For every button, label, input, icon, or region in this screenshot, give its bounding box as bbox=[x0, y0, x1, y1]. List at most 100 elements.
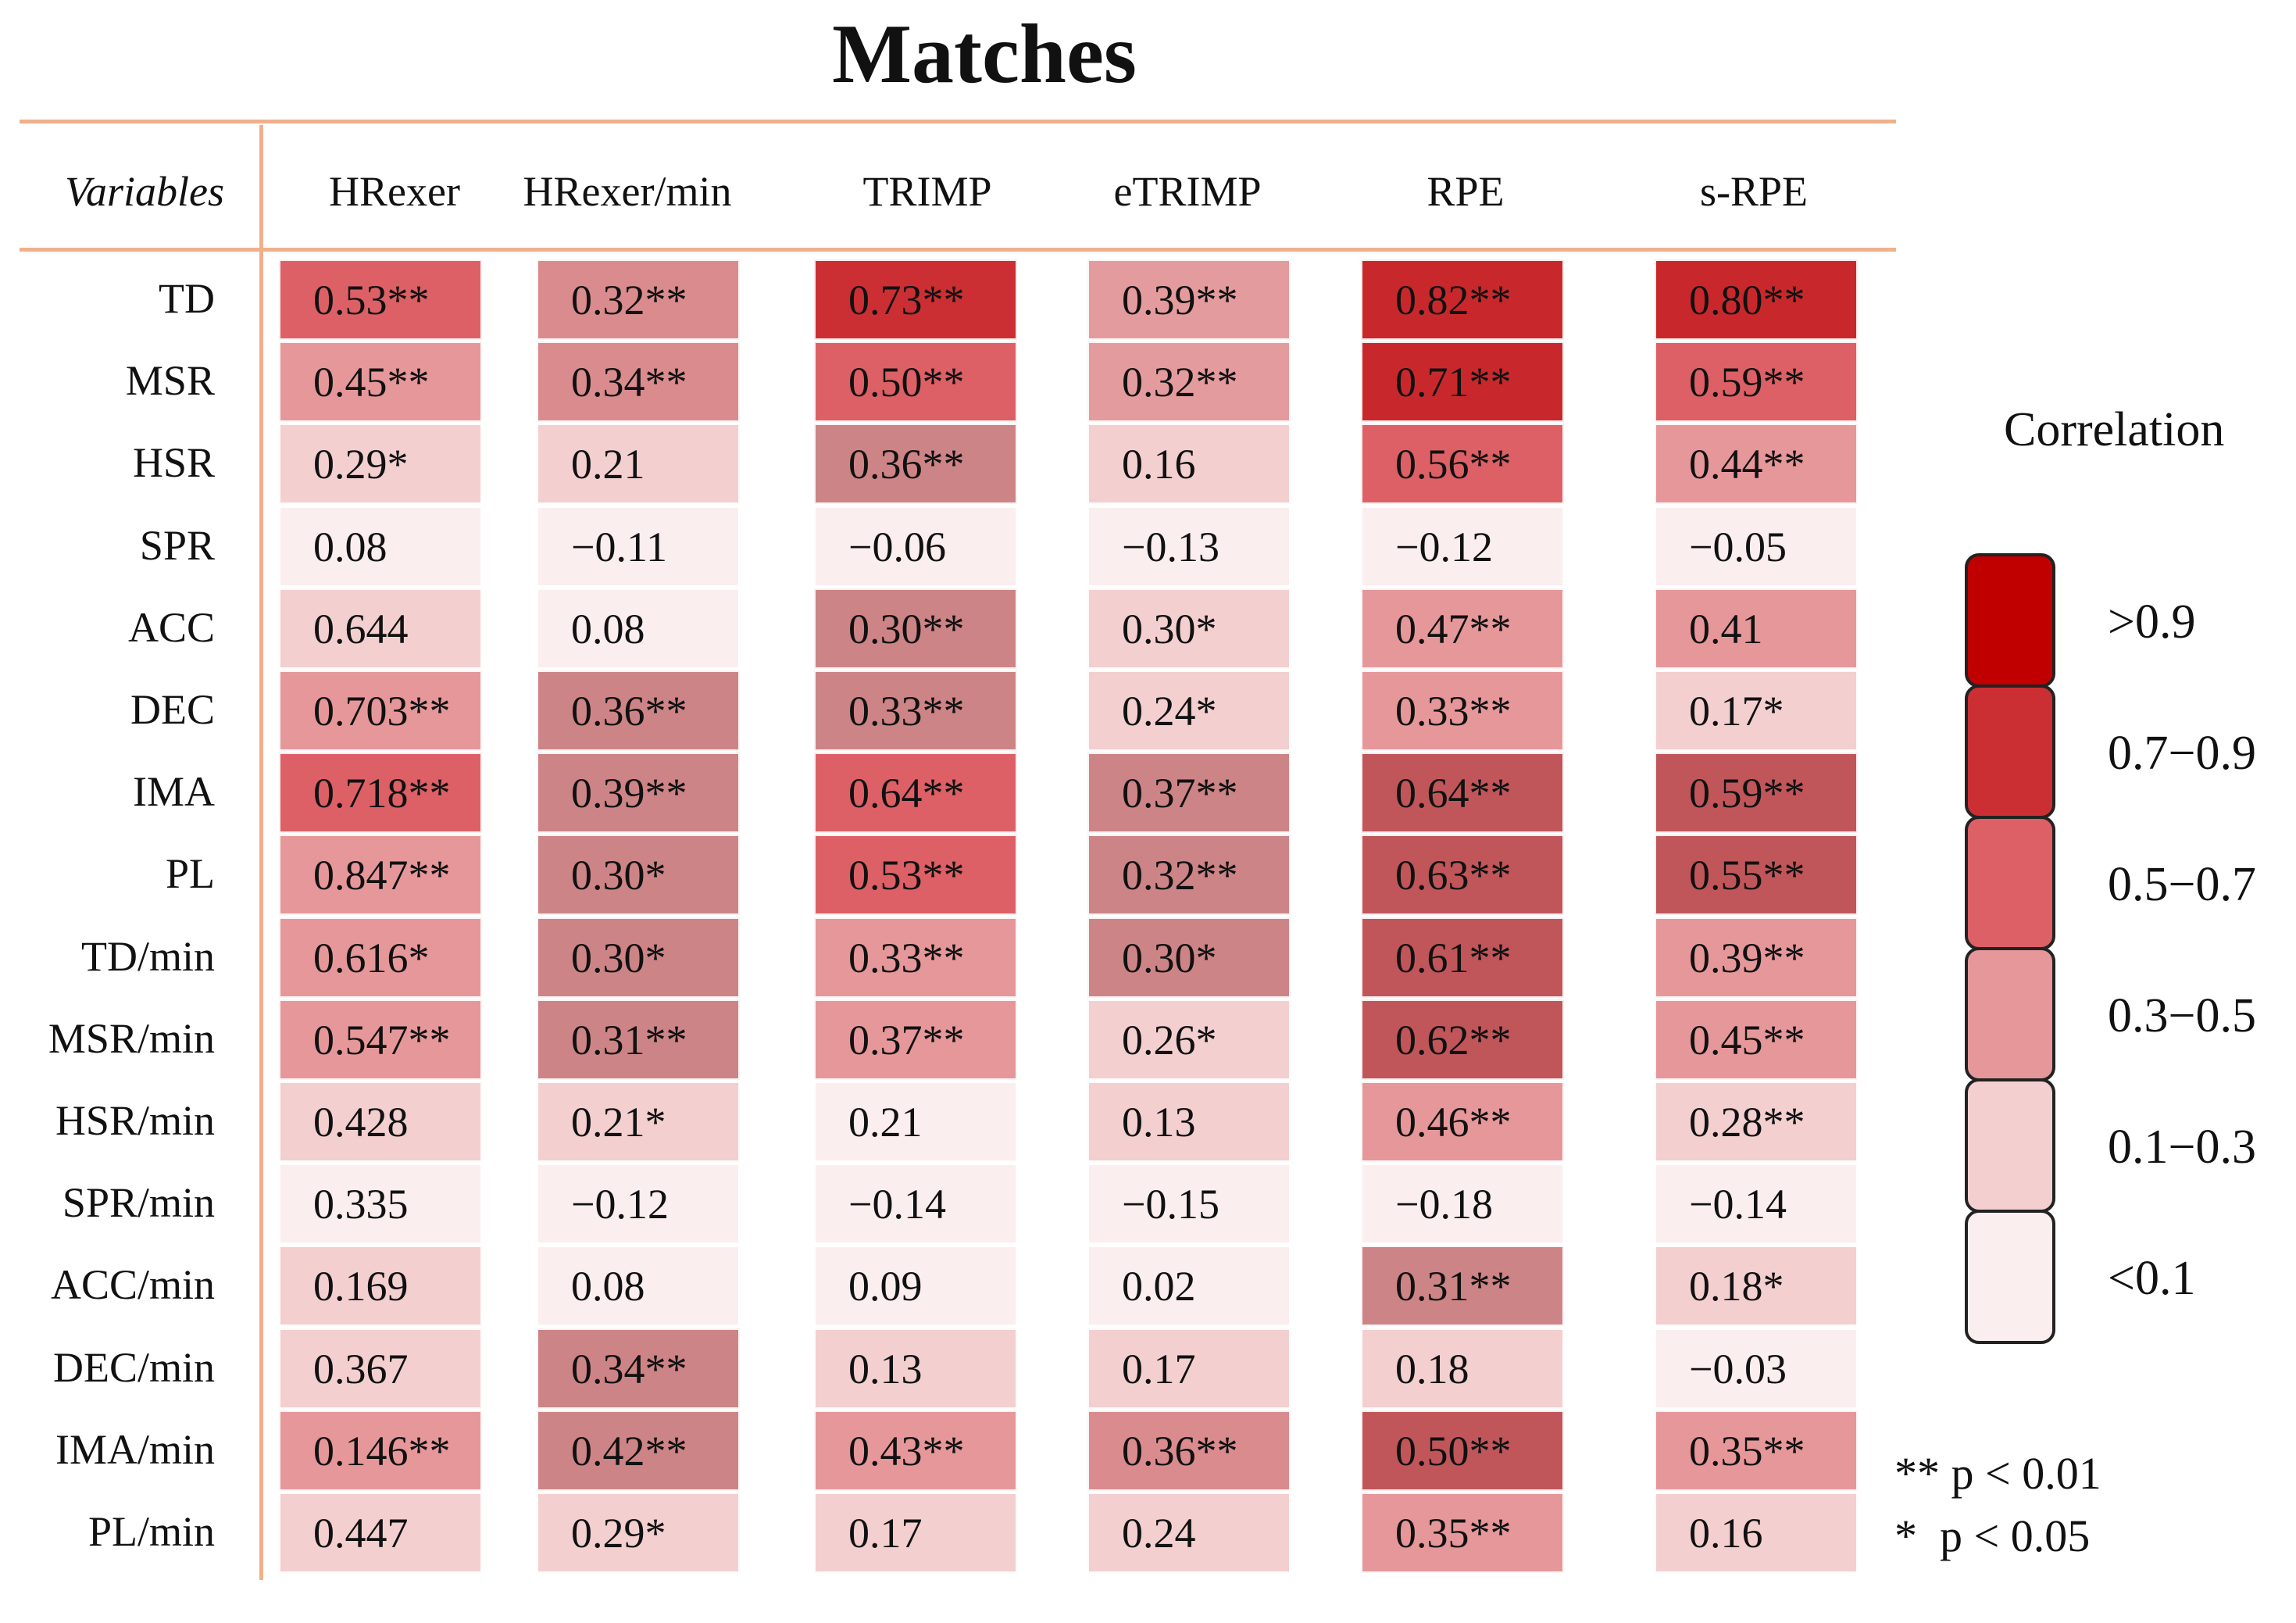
heatmap-cell: 0.29* bbox=[537, 1493, 740, 1573]
row-label: DEC bbox=[130, 686, 215, 733]
heatmap-cell: 0.30* bbox=[1087, 588, 1291, 669]
heatmap-cell: 0.169 bbox=[279, 1246, 482, 1327]
heatmap-cell: 0.33** bbox=[814, 917, 1017, 998]
column-header: s-RPE bbox=[1699, 168, 1809, 215]
legend-label: 0.1−0.3 bbox=[2108, 1121, 2256, 1174]
heatmap-cell: 0.30* bbox=[537, 835, 740, 916]
header-rule bbox=[20, 248, 1896, 252]
heatmap-cell: −0.18 bbox=[1361, 1164, 1564, 1245]
legend-label: 0.7−0.9 bbox=[2108, 727, 2256, 780]
row-label: MSR/min bbox=[48, 1014, 215, 1062]
heatmap-cell: 0.39** bbox=[537, 753, 740, 834]
heatmap-cell: 0.37** bbox=[1087, 753, 1291, 834]
heatmap-cell: 0.35** bbox=[1655, 1410, 1858, 1491]
heatmap-cell: 0.13 bbox=[1087, 1081, 1291, 1162]
heatmap-cell: 0.08 bbox=[537, 1246, 740, 1327]
heatmap-cell: 0.146** bbox=[279, 1410, 482, 1491]
heatmap-cell: −0.05 bbox=[1655, 506, 1858, 587]
heatmap-cell: 0.644 bbox=[279, 588, 482, 669]
heatmap-cell: 0.44** bbox=[1655, 424, 1858, 505]
column-header: TRIMP bbox=[862, 168, 992, 215]
heatmap-cell: 0.56** bbox=[1361, 424, 1564, 505]
row-label: HSR bbox=[132, 439, 215, 487]
legend-label: >0.9 bbox=[2108, 595, 2196, 649]
note-p01: ** p < 0.01 bbox=[1894, 1448, 2101, 1499]
heatmap-cell: 0.35** bbox=[1361, 1493, 1564, 1573]
heatmap-cell: 0.36** bbox=[537, 670, 740, 751]
heatmap-cell: 0.59** bbox=[1655, 341, 1858, 423]
heatmap-cell: 0.847** bbox=[279, 835, 482, 916]
heatmap-cell: 0.43** bbox=[814, 1410, 1017, 1491]
row-label-divider bbox=[259, 125, 263, 1580]
top-rule bbox=[20, 120, 1896, 123]
heatmap-cell: 0.31** bbox=[537, 999, 740, 1080]
heatmap-cell: −0.11 bbox=[537, 506, 740, 587]
heatmap-cell: −0.15 bbox=[1087, 1164, 1291, 1245]
row-label: DEC/min bbox=[52, 1343, 215, 1391]
heatmap-cell: 0.32** bbox=[1087, 341, 1291, 423]
heatmap-cell: 0.63** bbox=[1361, 835, 1564, 916]
heatmap-cell: 0.718** bbox=[279, 753, 482, 834]
heatmap-cell: 0.55** bbox=[1655, 835, 1858, 916]
heatmap-cell: 0.08 bbox=[279, 506, 482, 587]
heatmap-cell: 0.30* bbox=[537, 917, 740, 998]
legend-swatch bbox=[1965, 1078, 2055, 1213]
heatmap-cell: 0.28** bbox=[1655, 1081, 1858, 1162]
heatmap-cell: 0.26* bbox=[1087, 999, 1291, 1080]
note-p05: * p < 0.05 bbox=[1894, 1510, 2091, 1561]
heatmap-cell: 0.18 bbox=[1361, 1328, 1564, 1409]
heatmap-cell: 0.46** bbox=[1361, 1081, 1564, 1162]
heatmap-cell: 0.32** bbox=[1087, 835, 1291, 916]
heatmap-cell: 0.37** bbox=[814, 999, 1017, 1080]
row-label: IMA/min bbox=[55, 1425, 215, 1473]
heatmap-cell: 0.21* bbox=[537, 1081, 740, 1162]
heatmap-cell: 0.33** bbox=[1361, 670, 1564, 751]
heatmap-cell: 0.02 bbox=[1087, 1246, 1291, 1327]
heatmap-cell: −0.13 bbox=[1087, 506, 1291, 587]
legend-swatch bbox=[1965, 1210, 2055, 1344]
row-label: IMA bbox=[133, 768, 215, 816]
heatmap-cell: 0.09 bbox=[814, 1246, 1017, 1327]
legend-label: 0.3−0.5 bbox=[2108, 989, 2256, 1042]
heatmap-cell: 0.71** bbox=[1361, 341, 1564, 423]
heatmap-cell: 0.50** bbox=[814, 341, 1017, 423]
heatmap-cell: 0.335 bbox=[279, 1164, 482, 1245]
heatmap-cell: 0.24* bbox=[1087, 670, 1291, 751]
heatmap-cell: 0.616* bbox=[279, 917, 482, 998]
row-label: TD/min bbox=[81, 932, 215, 980]
heatmap-cell: 0.45** bbox=[279, 341, 482, 423]
legend-swatch bbox=[1965, 685, 2055, 819]
column-header: HRexer bbox=[329, 168, 460, 215]
heatmap-cell: 0.82** bbox=[1361, 259, 1564, 340]
heatmap-cell: 0.30* bbox=[1087, 917, 1291, 998]
column-header: HRexer/min bbox=[523, 168, 732, 215]
column-header: RPE bbox=[1427, 168, 1505, 215]
heatmap-cell: 0.547** bbox=[279, 999, 482, 1080]
row-label: PL bbox=[165, 850, 215, 898]
heatmap-cell: 0.29* bbox=[279, 424, 482, 505]
heatmap-cell: 0.53** bbox=[814, 835, 1017, 916]
heatmap-cell: 0.16 bbox=[1655, 1493, 1858, 1573]
heatmap-cell: 0.36** bbox=[1087, 1410, 1291, 1491]
column-header: eTRIMP bbox=[1113, 168, 1262, 215]
heatmap-cell: 0.17* bbox=[1655, 670, 1858, 751]
heatmap-cell: 0.41 bbox=[1655, 588, 1858, 669]
legend-title: Correlation bbox=[2004, 403, 2225, 456]
heatmap-cell: 0.50** bbox=[1361, 1410, 1564, 1491]
legend-swatch bbox=[1965, 816, 2055, 950]
legend-swatch bbox=[1965, 947, 2055, 1081]
heatmap-cell: 0.39** bbox=[1655, 917, 1858, 998]
heatmap-cell: 0.30** bbox=[814, 588, 1017, 669]
heatmap-cell: 0.45** bbox=[1655, 999, 1858, 1080]
row-label: ACC bbox=[127, 603, 215, 651]
heatmap-cell: 0.47** bbox=[1361, 588, 1564, 669]
heatmap-cell: 0.703** bbox=[279, 670, 482, 751]
row-label: PL/min bbox=[87, 1508, 215, 1555]
heatmap-cell: 0.64** bbox=[814, 753, 1017, 834]
heatmap-cell: 0.21 bbox=[814, 1081, 1017, 1162]
row-label: MSR bbox=[125, 357, 215, 405]
heatmap-cell: 0.447 bbox=[279, 1493, 482, 1573]
heatmap-cell: 0.33** bbox=[814, 670, 1017, 751]
heatmap-cell: 0.428 bbox=[279, 1081, 482, 1162]
heatmap-cell: 0.62** bbox=[1361, 999, 1564, 1080]
